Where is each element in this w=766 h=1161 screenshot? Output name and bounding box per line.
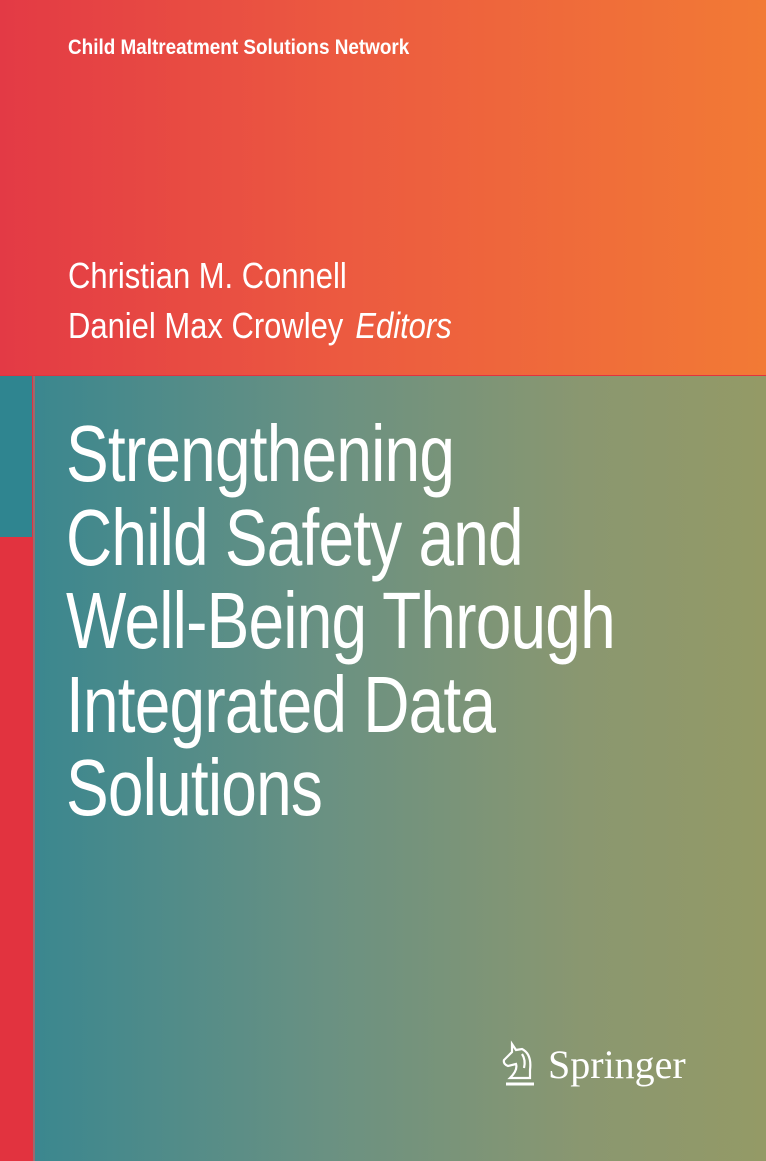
editor-1: Christian M. Connell [68, 255, 347, 297]
editors-label: Editors [355, 305, 452, 346]
main-panel [35, 376, 766, 1161]
editor-name: Christian M. Connell [68, 255, 347, 296]
publisher-name: Springer [548, 1041, 686, 1087]
book-title: Strengthening Child Safety and Well-Bein… [66, 409, 616, 832]
series-title: Child Maltreatment Solutions Network [68, 36, 410, 59]
top-band [0, 0, 766, 375]
editor-name: Daniel Max Crowley [68, 305, 344, 346]
title-line: Child Safety and [66, 492, 524, 582]
title-line: Solutions [66, 743, 323, 832]
teal-accent-block [0, 376, 32, 537]
springer-horse-icon [502, 1040, 534, 1086]
divider [33, 376, 35, 1161]
title-line: Well-Being Through [66, 576, 616, 665]
editor-2: Daniel Max Crowley Editors [68, 305, 452, 347]
publisher-logo: Springer [500, 1040, 686, 1088]
title-line: Strengthening [66, 409, 455, 498]
title-line: Integrated Data [66, 659, 496, 749]
